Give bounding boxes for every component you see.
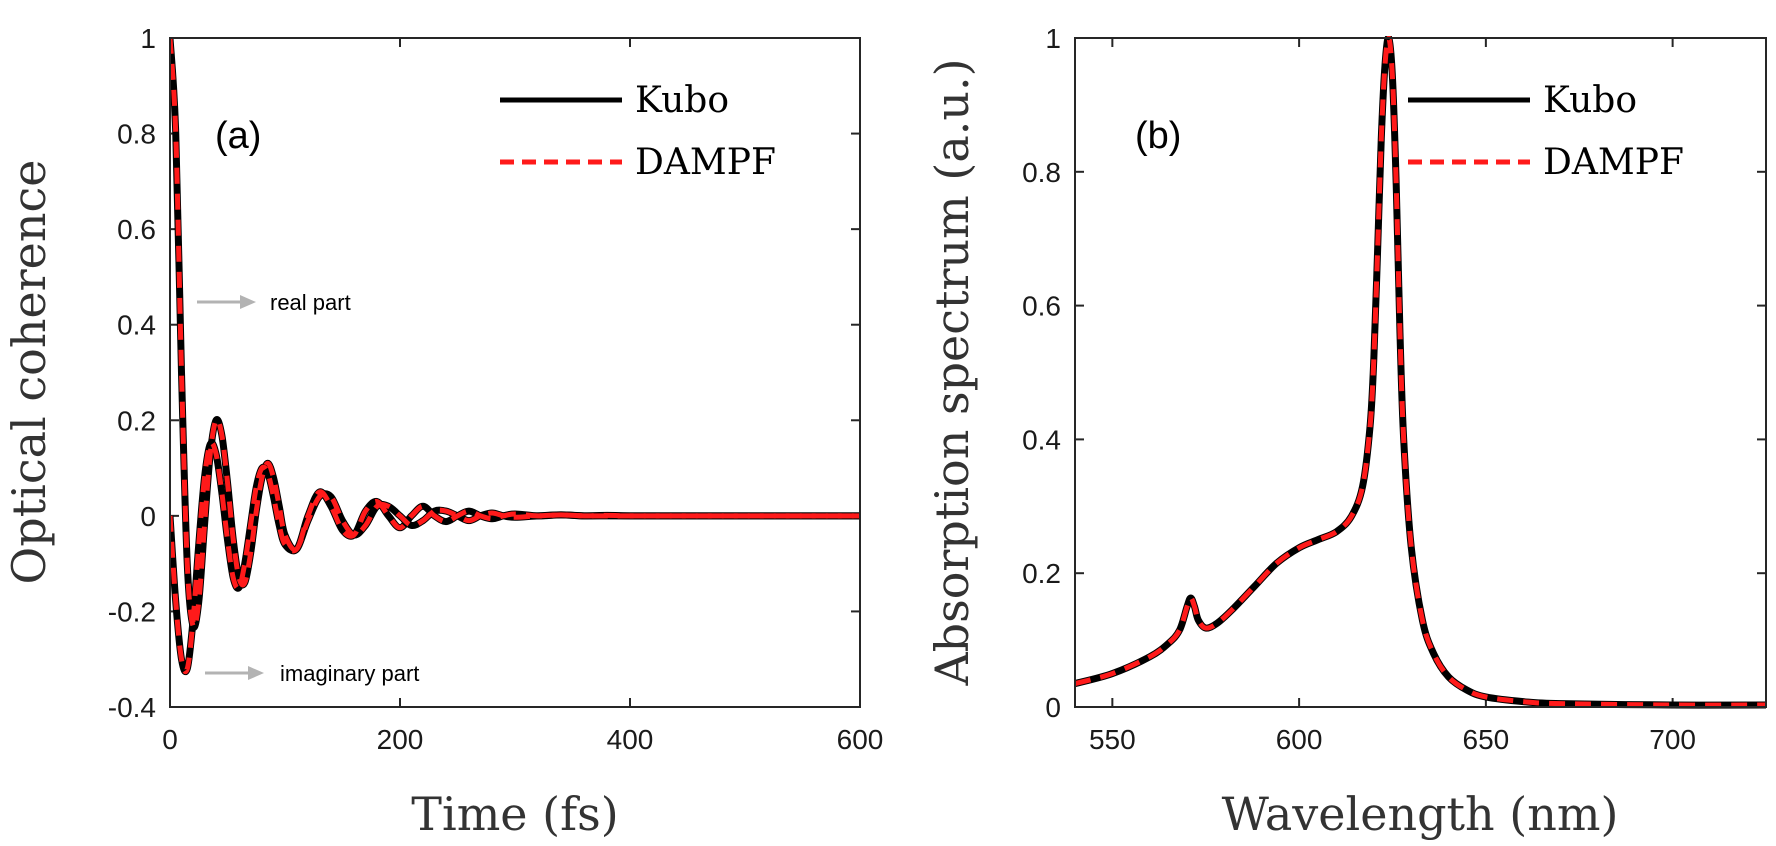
- panel-b-series-dampf: [1075, 36, 1766, 708]
- panel-a-y-tick-label: -0.4: [108, 692, 156, 723]
- panel-a-label: (a): [215, 115, 261, 157]
- panel-a-legend-kubo-label: Kubo: [635, 80, 729, 121]
- panel-a-y-tick-label: 0: [140, 501, 156, 532]
- panel-b-y-tick-label: 0.8: [1022, 157, 1061, 188]
- panel-a-series-dampf-imaginary-part: [170, 440, 860, 675]
- panel-b-series: [1075, 36, 1766, 709]
- panel-b-y-tick-label: 0.2: [1022, 558, 1061, 589]
- panel-b-chart: 550 600 650 700 0 0.2 0.4 0.6 0.8 1 Wavelength (n…: [925, 23, 1767, 841]
- panel-a-series-kubo-real-part: [170, 37, 860, 631]
- panel-a-x-tick-label: 600: [837, 724, 884, 755]
- panel-b-label: (b): [1135, 115, 1181, 157]
- panel-a-y-tick-label: -0.2: [108, 596, 156, 627]
- real-part-annotation: real part: [270, 290, 351, 315]
- panel-a-y-axis-title: Optical coherence: [2, 159, 56, 584]
- imaginary-part-arrow: [205, 666, 264, 680]
- panel-a-x-tick-label: 400: [607, 724, 654, 755]
- panel-b-x-axis-title: Wavelength (nm): [1222, 787, 1619, 841]
- panel-a-y-tick-label: 0.6: [117, 214, 156, 245]
- panel-a-legend-dampf-label: DAMPF: [635, 142, 776, 183]
- panel-a-plot-frame: [169, 37, 861, 708]
- imaginary-part-annotation: imaginary part: [280, 661, 419, 686]
- panel-b-y-tick-label: 0: [1045, 692, 1061, 723]
- panel-a-chart: 0 200 400 600 -0.4 -0.2 0 0.2 0.4 0.6 0.8 1 Time (f…: [2, 23, 883, 841]
- panel-b-x-tick-label: 600: [1276, 724, 1323, 755]
- panel-b-legend-kubo-label: Kubo: [1543, 80, 1637, 121]
- panel-a-x-tick-label: 200: [377, 724, 424, 755]
- panel-a-y-tick-label: 0.8: [117, 119, 156, 150]
- panel-a-series: [170, 37, 860, 676]
- panel-b-y-tick-label: 0.6: [1022, 291, 1061, 322]
- panel-a-y-tick-label: 0.2: [117, 405, 156, 436]
- panel-b-legend-dampf-label: DAMPF: [1543, 142, 1684, 183]
- panel-a-x-tick-label: 0: [162, 724, 178, 755]
- panel-a-x-axis-title: Time (fs): [411, 787, 618, 841]
- panel-b-plot-frame: [1074, 37, 1767, 708]
- panel-a-ticks: 0 200 400 600 -0.4 -0.2 0 0.2 0.4 0.6 0.8 1: [108, 23, 884, 755]
- panel-a-series-dampf-real-part: [170, 37, 860, 630]
- panel-a-y-tick-label: 0.4: [117, 310, 156, 341]
- real-part-arrow: [197, 295, 256, 309]
- panel-b-y-axis-title: Absorption spectrum (a.u.): [925, 58, 979, 686]
- panel-b-y-tick-label: 1: [1045, 23, 1061, 54]
- panel-b-x-tick-label: 650: [1463, 724, 1510, 755]
- panel-b-ticks: 550 600 650 700 0 0.2 0.4 0.6 0.8 1: [1022, 23, 1766, 755]
- panel-a-y-tick-label: 1: [140, 23, 156, 54]
- panel-b-y-tick-label: 0.4: [1022, 424, 1061, 455]
- panel-b-x-tick-label: 550: [1089, 724, 1136, 755]
- panel-b-x-tick-label: 700: [1649, 724, 1696, 755]
